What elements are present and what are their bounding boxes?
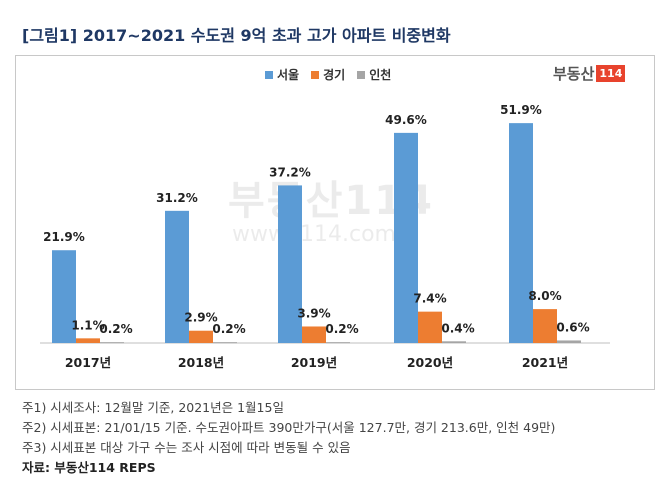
chart-frame	[15, 55, 655, 390]
bar-seoul	[165, 210, 189, 343]
data-label-incheon: 0.2%	[99, 322, 132, 336]
brand-logo-text: 부동산	[553, 65, 595, 83]
x-tick-label: 2020년	[407, 355, 453, 370]
x-tick-label: 2021년	[522, 355, 568, 370]
brand-logo: 부동산 114	[553, 63, 626, 84]
data-label-gyeonggi: 2.9%	[184, 311, 217, 325]
legend-item-incheon: 인천	[357, 66, 391, 83]
bar-gyeonggi	[302, 326, 326, 343]
data-label-gyeonggi: 8.0%	[528, 289, 561, 303]
chart-title: [그림1] 2017~2021 수도권 9억 초과 고가 아파트 비중변화	[22, 26, 451, 45]
bar-incheon	[326, 342, 350, 344]
bar-incheon	[100, 342, 124, 344]
footnotes: 주1) 시세조사: 12월말 기준, 2021년은 1월15일 주2) 시세표본…	[22, 398, 555, 478]
bar-incheon	[557, 340, 581, 343]
data-label-seoul: 37.2%	[269, 165, 311, 179]
data-label-incheon: 0.2%	[325, 322, 358, 336]
legend-label-gyeonggi: 경기	[323, 68, 346, 82]
bar-gyeonggi	[189, 330, 213, 343]
x-tick-label: 2017년	[65, 355, 111, 370]
legend-label-seoul: 서울	[277, 68, 300, 82]
legend-swatch-gyeonggi	[311, 70, 320, 79]
data-label-seoul: 31.2%	[156, 191, 198, 205]
bar-seoul	[394, 132, 418, 343]
data-label-seoul: 21.9%	[43, 230, 85, 244]
bar-incheon	[442, 341, 466, 343]
bar-gyeonggi	[418, 311, 442, 343]
legend-swatch-incheon	[357, 70, 366, 79]
brand-logo-box: 114	[596, 65, 626, 82]
legend-item-gyeonggi: 경기	[311, 66, 345, 83]
legend: 서울 경기 인천	[265, 66, 391, 83]
data-label-incheon: 0.6%	[556, 320, 589, 334]
data-label-gyeonggi: 1.1%	[71, 318, 104, 332]
watermark-url: www.r114.com	[232, 222, 396, 247]
legend-swatch-seoul	[265, 70, 273, 79]
legend-label-incheon: 인천	[369, 68, 392, 82]
data-label-incheon: 0.2%	[212, 322, 245, 336]
data-label-incheon: 0.4%	[441, 321, 474, 335]
footnote-2: 주2) 시세표본: 21/01/15 기준. 수도권아파트 390만가구(서울 …	[22, 420, 556, 435]
bar-gyeonggi	[533, 309, 557, 343]
footnote-1: 주1) 시세조사: 12월말 기준, 2021년은 1월15일	[22, 400, 284, 415]
data-label-gyeonggi: 3.9%	[297, 306, 330, 320]
bar-seoul	[52, 250, 76, 343]
x-tick-label: 2019년	[291, 355, 337, 370]
data-label-seoul: 51.9%	[500, 103, 542, 117]
x-tick-label: 2018년	[178, 355, 224, 370]
data-label-gyeonggi: 7.4%	[413, 292, 446, 306]
bar-incheon	[213, 342, 237, 344]
legend-item-seoul: 서울	[265, 66, 299, 83]
data-label-seoul: 49.6%	[385, 113, 427, 127]
bar-seoul	[278, 185, 302, 343]
source-note: 자료: 부동산114 REPS	[22, 460, 156, 475]
bar-gyeonggi	[76, 338, 100, 343]
bar-seoul	[509, 123, 533, 344]
footnote-3: 주3) 시세표본 대상 가구 수는 조사 시점에 따라 변동될 수 있음	[22, 440, 351, 455]
